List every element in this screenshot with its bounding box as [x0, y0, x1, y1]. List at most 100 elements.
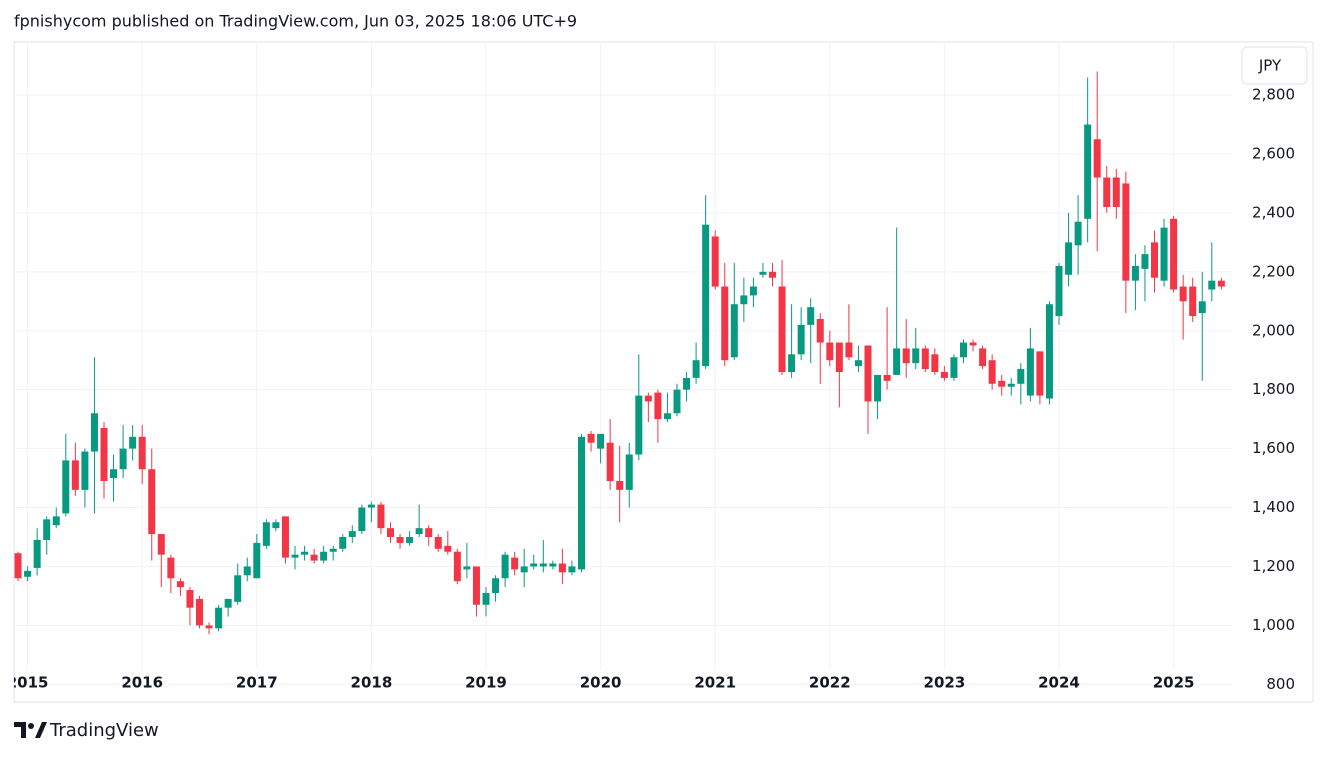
x-tick-label: 2016 [121, 674, 163, 692]
y-tick-label: 800 [1266, 675, 1295, 693]
candle-body [291, 554, 299, 558]
candle-body [912, 348, 920, 364]
candle-body [721, 286, 729, 361]
candle-body [797, 324, 805, 355]
candle-body [635, 395, 643, 455]
x-tick-label: 2020 [580, 674, 622, 692]
candle-body [148, 469, 156, 535]
candle-body [1074, 221, 1082, 246]
candle-body [740, 295, 748, 305]
candle-body [931, 354, 939, 372]
candle-body [224, 598, 232, 608]
candle-body [434, 537, 442, 549]
candle-body [1112, 177, 1120, 207]
candle-body [272, 522, 280, 529]
candle-body [119, 448, 127, 470]
candle-body [453, 551, 461, 582]
candle-body [874, 374, 882, 402]
candle-body [835, 342, 843, 372]
candle-body [539, 563, 547, 567]
candle-body [463, 566, 471, 570]
candle-body [415, 528, 423, 535]
candle-body [1065, 242, 1073, 275]
candle-body [979, 348, 987, 367]
candle-body [205, 625, 213, 629]
candle-body [301, 551, 309, 555]
candle-body [711, 236, 719, 287]
candle-body [33, 539, 41, 568]
candle-body [788, 354, 796, 372]
x-tick-label: 2015 [7, 674, 49, 692]
candle-body [1217, 280, 1225, 287]
brand-name: TradingView [49, 720, 159, 741]
candle-body [358, 507, 366, 532]
candle-body [129, 436, 137, 449]
y-tick-label: 1,200 [1252, 557, 1295, 575]
candle-body [262, 522, 270, 546]
candle-body [969, 342, 977, 346]
y-tick-label: 1,000 [1252, 616, 1295, 634]
candles [14, 71, 1225, 635]
x-tick-label: 2023 [924, 674, 966, 692]
candle-body [310, 554, 318, 561]
x-tick-label: 2018 [351, 674, 393, 692]
candle-body [644, 395, 652, 402]
candle-body [396, 537, 404, 543]
candle-body [749, 286, 757, 296]
candle-body [52, 516, 60, 526]
candle-body [157, 534, 165, 555]
candle-body [215, 607, 223, 629]
candle-body [1007, 383, 1015, 387]
candle-body [883, 374, 891, 381]
candle-body [854, 360, 862, 367]
candle-body [702, 224, 710, 367]
x-tick-label: 2025 [1153, 674, 1195, 692]
candle-body [81, 451, 89, 490]
time-axis: 2015 2016 2017 2018 2019 2020 2021 2022 2023 2024… [7, 674, 1195, 692]
candle-body [1198, 301, 1206, 314]
candle-body [1084, 124, 1092, 219]
currency-label[interactable]: JPY [1258, 57, 1282, 75]
candle-body [100, 427, 108, 482]
candle-body [110, 469, 118, 479]
chart-frame [13, 41, 1314, 703]
candle-body [673, 389, 681, 414]
y-tick-label: 1,400 [1252, 498, 1295, 516]
candle-body [167, 557, 175, 579]
candle-body [501, 554, 509, 579]
candle-body [1017, 369, 1025, 384]
currency-button[interactable] [1241, 46, 1308, 85]
candle-body [816, 318, 824, 343]
y-tick-label: 2,800 [1252, 86, 1295, 104]
x-tick-label: 2021 [694, 674, 736, 692]
candle-body [663, 413, 671, 420]
candle-body [692, 360, 700, 378]
candle-body [43, 519, 51, 540]
candle-body [1036, 351, 1044, 396]
candle-body [281, 516, 289, 558]
candle-body [606, 442, 614, 482]
candle-body [24, 570, 32, 577]
candle-body [71, 460, 79, 490]
header-title: fpnishycom published on TradingView.com,… [14, 12, 577, 31]
candle-body [558, 563, 566, 573]
candle-body [1208, 280, 1216, 290]
candle-body [196, 598, 203, 626]
candle-body [1189, 286, 1197, 317]
candle-body [1160, 227, 1168, 281]
candle-body [769, 271, 776, 278]
candle-body [759, 271, 767, 275]
candle-body [472, 566, 480, 605]
candle-body [1122, 183, 1130, 281]
candle-body [625, 454, 633, 490]
candle-body [377, 504, 385, 529]
candle-body [243, 566, 251, 576]
candle-body [807, 307, 815, 325]
candle-body [683, 377, 691, 390]
candle-body [893, 348, 901, 375]
candle-body [367, 504, 375, 508]
candle-body [530, 563, 538, 567]
candle-body [998, 380, 1006, 387]
y-tick-label: 2,200 [1252, 262, 1295, 280]
